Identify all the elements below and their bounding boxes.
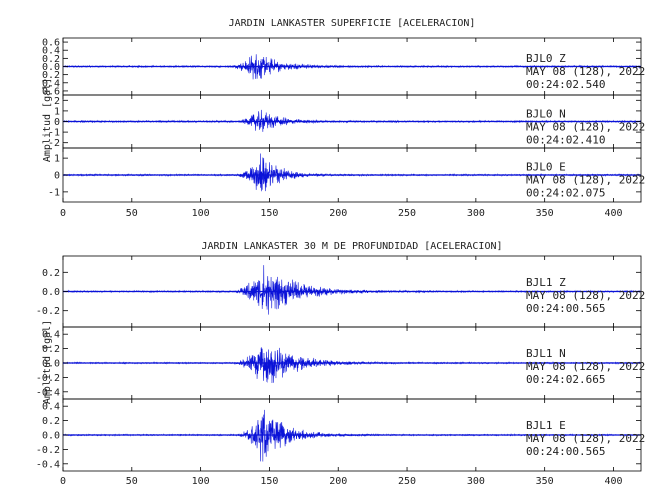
station-annotation: BJL1 E	[526, 419, 566, 432]
chart-title: JARDIN LANKASTER SUPERFICIE [ACELERACION…	[229, 18, 476, 29]
y-tick-label: 0.0	[42, 431, 60, 442]
x-tick-label: 100	[192, 476, 210, 487]
x-tick-label: 250	[398, 208, 416, 219]
station-annotation: MAY 08 (128), 2022	[526, 65, 645, 78]
x-tick-label: 50	[126, 476, 138, 487]
station-annotation: 00:24:02.540	[526, 78, 605, 91]
x-tick-label: 100	[192, 208, 210, 219]
x-tick-label: 50	[126, 208, 138, 219]
y-tick-label: 0.4	[42, 330, 60, 341]
station-annotation: BJL0 N	[526, 107, 566, 120]
y-tick-label: 1	[54, 106, 60, 117]
y-tick-label: 0.2	[42, 54, 60, 65]
chart-2: JARDIN LANKASTER 30 M DE PROFUNDIDAD [AC…	[36, 241, 645, 487]
station-annotation: 00:24:00.565	[526, 445, 605, 458]
y-tick-label: 0.2	[42, 416, 60, 427]
x-tick-label: 200	[329, 208, 347, 219]
y-tick-label: 0	[54, 117, 60, 128]
x-tick-label: 350	[536, 208, 554, 219]
x-tick-label: 0	[60, 476, 66, 487]
y-tick-label: 0.6	[42, 86, 60, 97]
station-annotation: 00:24:02.665	[526, 373, 605, 386]
y-tick-label: 0.2	[42, 344, 60, 355]
y-tick-label: -0.2	[36, 306, 60, 317]
x-tick-label: 150	[260, 208, 278, 219]
y-tick-label: 0.6	[42, 38, 60, 49]
y-axis-label: Amplitud [gal]	[42, 320, 53, 404]
y-tick-label: -2	[48, 138, 60, 149]
y-tick-label: -1	[48, 187, 60, 198]
y-tick-label: -0.2	[36, 373, 60, 384]
station-annotation: MAY 08 (128), 2022	[526, 360, 645, 373]
y-tick-label: 0.2	[42, 70, 60, 81]
y-axis-label: Amplitud [gal]	[42, 78, 53, 162]
y-tick-label: -0.4	[36, 387, 60, 398]
station-annotation: 00:24:00.565	[526, 302, 605, 315]
y-tick-label: 0	[54, 171, 60, 182]
station-annotation: MAY 08 (128), 2022	[526, 120, 645, 133]
y-tick-label: -0.2	[36, 445, 60, 456]
x-tick-label: 300	[467, 476, 485, 487]
x-tick-label: 350	[536, 476, 554, 487]
x-tick-label: 200	[329, 476, 347, 487]
station-annotation: MAY 08 (128), 2022	[526, 432, 645, 445]
y-tick-label: 0.4	[42, 46, 60, 57]
station-annotation: 00:24:02.410	[526, 133, 605, 146]
y-tick-label: -0.4	[36, 459, 60, 470]
y-tick-label: 1	[54, 154, 60, 165]
y-tick-label: 0.2	[42, 268, 60, 279]
y-tick-label: 0.0	[42, 359, 60, 370]
y-tick-label: 0.0	[42, 287, 60, 298]
x-tick-label: 400	[604, 208, 622, 219]
station-annotation: BJL1 N	[526, 347, 566, 360]
station-annotation: 00:24:02.075	[526, 187, 605, 200]
y-tick-label: 0.4	[42, 78, 60, 89]
x-tick-label: 0	[60, 208, 66, 219]
station-annotation: MAY 08 (128), 2022	[526, 289, 645, 302]
y-tick-label: 0.0	[42, 62, 60, 73]
chart-title: JARDIN LANKASTER 30 M DE PROFUNDIDAD [AC…	[201, 241, 502, 252]
y-tick-label: 2	[54, 96, 60, 107]
x-tick-label: 150	[260, 476, 278, 487]
chart-1: JARDIN LANKASTER SUPERFICIE [ACELERACION…	[42, 18, 645, 219]
x-tick-label: 250	[398, 476, 416, 487]
station-annotation: BJL1 Z	[526, 276, 566, 289]
x-tick-label: 300	[467, 208, 485, 219]
station-annotation: BJL0 Z	[526, 52, 566, 65]
station-annotation: MAY 08 (128), 2022	[526, 174, 645, 187]
x-tick-label: 400	[604, 476, 622, 487]
station-annotation: BJL0 E	[526, 161, 566, 174]
y-tick-label: 0.4	[42, 402, 60, 413]
y-tick-label: -1	[48, 128, 60, 139]
